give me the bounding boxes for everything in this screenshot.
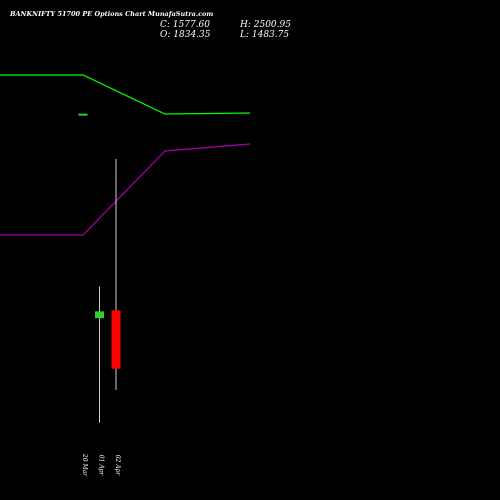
x-tick-label: 01 Apr bbox=[98, 455, 105, 477]
high-value: H: 2500.95 bbox=[239, 20, 291, 30]
close-value: C: 1577.60 bbox=[160, 20, 210, 30]
open-value: O: 1834.35 bbox=[160, 30, 211, 40]
x-axis: 20 Mar 01 Apr 02 Apr bbox=[81, 453, 121, 477]
candle-body bbox=[95, 311, 104, 319]
x-tick-label: 02 Apr bbox=[114, 455, 121, 477]
candles bbox=[78, 113, 121, 423]
overlay-line-2 bbox=[0, 143, 251, 236]
overlay-line-1 bbox=[0, 74, 251, 115]
candle-01-apr bbox=[95, 286, 104, 423]
candle-20-mar bbox=[78, 113, 88, 116]
overlay-lines bbox=[0, 74, 251, 236]
low-value: L: 1483.75 bbox=[239, 30, 289, 40]
candle-body bbox=[111, 310, 121, 369]
candle-body bbox=[78, 113, 88, 116]
chart-title: BANKNIFTY 51700 PE Options Chart MunafaS… bbox=[9, 10, 213, 18]
candle-02-apr bbox=[111, 158, 121, 391]
x-tick-label: 20 Mar bbox=[81, 453, 88, 477]
